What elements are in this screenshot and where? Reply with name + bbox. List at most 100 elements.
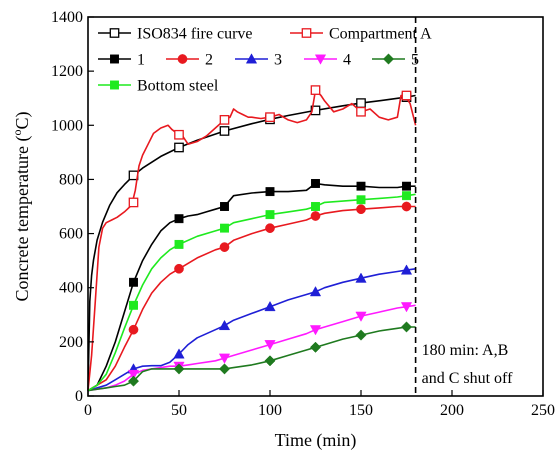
legend-label: 3 bbox=[274, 52, 282, 69]
y-axis-title-superscript: o bbox=[10, 130, 24, 136]
series-8 bbox=[87, 191, 416, 392]
legend-label: 5 bbox=[411, 52, 419, 69]
data-point-marker bbox=[355, 272, 367, 283]
series-line bbox=[87, 94, 416, 391]
data-point-marker bbox=[400, 302, 413, 313]
data-point-marker bbox=[174, 239, 184, 249]
annotation-line-1: 180 min: A,B bbox=[422, 342, 509, 359]
y-axis-title-main: Concrete temperature ( bbox=[12, 136, 33, 302]
data-point-marker bbox=[314, 54, 327, 65]
legend: ISO834 fire curve Compartment A 1 2 3 4 5 Botto… bbox=[98, 26, 432, 95]
data-point-marker bbox=[218, 353, 231, 364]
data-point-marker bbox=[129, 277, 138, 287]
series-layer bbox=[87, 85, 417, 392]
data-point-marker bbox=[265, 112, 275, 123]
x-tick-label: 150 bbox=[349, 402, 373, 419]
y-axis-title-tail: C) bbox=[12, 112, 33, 130]
data-point-marker bbox=[177, 54, 188, 64]
legend-entry: ISO834 fire curve bbox=[98, 26, 253, 43]
data-point-marker bbox=[356, 181, 366, 191]
legend-entry: Bottom steel bbox=[98, 78, 219, 95]
data-point-marker bbox=[265, 223, 275, 234]
data-point-marker bbox=[309, 341, 322, 353]
y-tick-label: 0 bbox=[75, 388, 83, 405]
data-point-marker bbox=[356, 204, 366, 215]
data-point-marker bbox=[356, 98, 366, 108]
x-tick-label: 0 bbox=[84, 402, 92, 419]
data-point-marker bbox=[173, 348, 185, 359]
y-tick-label: 400 bbox=[59, 280, 83, 297]
data-point-marker bbox=[110, 80, 119, 90]
y-tick-label: 1200 bbox=[51, 63, 83, 80]
data-point-marker bbox=[356, 195, 366, 205]
data-point-marker bbox=[220, 223, 229, 233]
x-tick-label: 50 bbox=[171, 402, 187, 419]
y-axis-title: Concrete temperature (oC) bbox=[10, 112, 33, 302]
data-point-marker bbox=[129, 300, 138, 310]
x-tick-label: 100 bbox=[258, 402, 282, 419]
legend-entry: 3 bbox=[235, 52, 282, 69]
ticks-layer: 0 50 100 150 200 250 0 200 400 600 800 1000 1200 1400 bbox=[51, 9, 555, 419]
x-axis-title: Time (min) bbox=[275, 430, 357, 451]
series-line bbox=[87, 182, 416, 392]
series-1 bbox=[87, 92, 416, 391]
series-7 bbox=[87, 321, 416, 392]
data-point-marker bbox=[310, 211, 321, 221]
data-point-marker bbox=[401, 90, 412, 101]
data-point-marker bbox=[218, 319, 231, 331]
data-point-marker bbox=[402, 191, 411, 201]
data-point-marker bbox=[310, 85, 321, 95]
data-point-marker bbox=[173, 363, 185, 375]
data-point-marker bbox=[264, 355, 276, 367]
data-point-marker bbox=[174, 129, 184, 140]
data-point-marker bbox=[128, 197, 139, 208]
data-point-marker bbox=[127, 369, 140, 381]
data-point-marker bbox=[355, 329, 367, 341]
data-point-marker bbox=[311, 202, 320, 211]
legend-entry: Compartment A bbox=[290, 26, 432, 43]
data-point-marker bbox=[382, 53, 395, 65]
legend-label: 4 bbox=[343, 52, 351, 69]
data-point-marker bbox=[264, 300, 276, 312]
series-line bbox=[87, 193, 416, 392]
series-line bbox=[87, 304, 416, 392]
annotation-line-2: and C shut off bbox=[422, 370, 513, 387]
data-point-marker bbox=[109, 28, 120, 38]
data-point-marker bbox=[110, 54, 119, 64]
data-point-marker bbox=[219, 242, 230, 252]
data-point-marker bbox=[310, 105, 321, 116]
series-3 bbox=[87, 179, 416, 392]
data-point-marker bbox=[265, 210, 275, 220]
data-point-marker bbox=[219, 126, 230, 136]
data-point-marker bbox=[356, 106, 366, 117]
data-point-marker bbox=[174, 263, 184, 274]
legend-entry: 5 bbox=[372, 52, 419, 69]
data-point-marker bbox=[311, 179, 320, 188]
legend-label: ISO834 fire curve bbox=[137, 26, 253, 43]
legend-entry: 1 bbox=[98, 52, 145, 69]
x-tick-label: 200 bbox=[440, 402, 464, 419]
y-tick-label: 800 bbox=[59, 171, 83, 188]
data-point-marker bbox=[309, 325, 322, 336]
data-point-marker bbox=[174, 214, 184, 224]
data-point-marker bbox=[245, 53, 258, 64]
legend-label: Bottom steel bbox=[137, 78, 219, 95]
y-tick-label: 600 bbox=[59, 226, 83, 243]
data-point-marker bbox=[401, 201, 412, 212]
data-point-marker bbox=[301, 28, 312, 38]
data-point-marker bbox=[265, 187, 275, 197]
data-point-marker bbox=[355, 311, 367, 322]
y-tick-label: 1000 bbox=[51, 117, 83, 134]
series-line bbox=[87, 89, 417, 391]
data-point-marker bbox=[128, 324, 139, 335]
x-tick-label: 250 bbox=[531, 402, 555, 419]
y-tick-label: 1400 bbox=[51, 9, 83, 26]
data-point-marker bbox=[218, 363, 231, 375]
series-2 bbox=[87, 85, 417, 391]
data-point-marker bbox=[402, 181, 411, 191]
series-4 bbox=[87, 201, 416, 392]
legend-entry: 4 bbox=[304, 52, 351, 69]
legend-entry: 2 bbox=[166, 52, 213, 69]
data-point-marker bbox=[219, 115, 230, 125]
